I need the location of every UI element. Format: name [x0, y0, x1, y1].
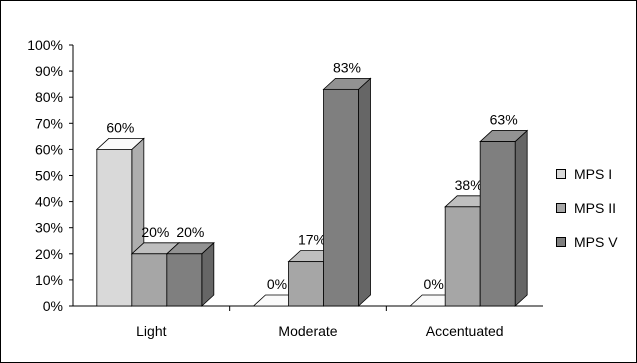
bar-side [514, 129, 528, 307]
data-label: 17% [298, 232, 326, 248]
y-tick-label: 0% [43, 298, 63, 314]
legend-swatch-mps-ii [556, 203, 566, 213]
y-tick-label: 10% [35, 272, 63, 288]
y-tick-label: 20% [35, 246, 63, 262]
y-tick-label: 90% [35, 63, 63, 79]
legend: MPS I MPS II MPS V [556, 162, 618, 264]
y-tick-label: 100% [27, 37, 63, 53]
bar [96, 148, 133, 307]
y-tick-label: 70% [35, 115, 63, 131]
data-label: 20% [141, 224, 169, 240]
y-tick-label: 50% [35, 168, 63, 184]
legend-label: MPS II [574, 200, 617, 216]
bar [323, 88, 359, 307]
data-label: 0% [424, 276, 444, 292]
data-label: 60% [106, 119, 134, 135]
legend-item-mps-i: MPS I [556, 162, 618, 186]
x-tick-label: Moderate [278, 323, 337, 339]
x-tick-label: Light [136, 323, 166, 339]
bar-side [358, 77, 371, 307]
bar [288, 261, 324, 307]
data-label: 38% [455, 177, 483, 193]
legend-label: MPS V [574, 234, 618, 250]
data-label: 0% [267, 276, 287, 292]
x-tick-label: Accentuated [426, 323, 504, 339]
bar [444, 206, 481, 307]
y-tick-label: 30% [35, 220, 63, 236]
y-tick-label: 40% [35, 194, 63, 210]
data-label: 20% [176, 224, 204, 240]
y-tick-label: 60% [35, 141, 63, 157]
legend-label: MPS I [574, 166, 613, 182]
y-tick-label: 80% [35, 89, 63, 105]
data-label: 83% [333, 59, 361, 75]
data-label: 63% [490, 112, 518, 128]
legend-item-mps-v: MPS V [556, 230, 618, 254]
legend-item-mps-ii: MPS II [556, 196, 618, 220]
bar [479, 141, 516, 307]
legend-swatch-mps-v [556, 237, 566, 247]
bar [131, 253, 168, 307]
bar [166, 253, 203, 307]
legend-swatch-mps-i [556, 169, 566, 179]
